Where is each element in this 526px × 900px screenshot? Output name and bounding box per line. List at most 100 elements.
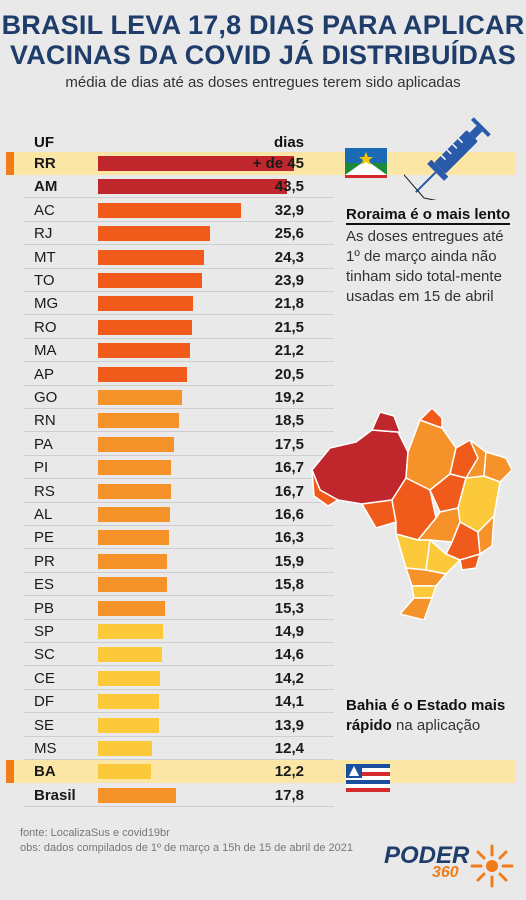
bar-ba bbox=[98, 764, 152, 780]
bar-ap bbox=[98, 366, 188, 382]
bar-df bbox=[98, 694, 160, 710]
value-label: 24,3 bbox=[274, 248, 304, 266]
poder360-logo: PODER 360 bbox=[384, 842, 516, 890]
bar-rr bbox=[98, 156, 294, 171]
uf-label: PA bbox=[34, 435, 53, 453]
value-label: 15,8 bbox=[274, 576, 304, 594]
uf-label: SP bbox=[34, 623, 55, 640]
highlight-marker bbox=[6, 760, 14, 784]
value-label: 18,5 bbox=[274, 412, 304, 430]
uf-label: MS bbox=[34, 740, 57, 757]
obs-text: obs: dados compilados de 1º de março a 1… bbox=[20, 842, 354, 854]
uf-label: TO bbox=[34, 272, 55, 289]
bar-ro bbox=[98, 319, 192, 335]
value-label: 16,7 bbox=[274, 459, 304, 477]
bar-ce bbox=[98, 670, 160, 686]
bar-al bbox=[98, 507, 171, 522]
bar-pr bbox=[98, 553, 168, 569]
title-line-1: BRASIL LEVA 17,8 DIAS PARA APLICAR bbox=[1, 10, 525, 40]
uf-label: GO bbox=[34, 389, 58, 406]
uf-label: MA bbox=[34, 342, 57, 360]
value-label: 12,2 bbox=[274, 763, 304, 781]
uf-label: CE bbox=[34, 669, 55, 687]
value-label: 15,3 bbox=[274, 599, 304, 617]
bar-row-ce: CE 14,2 bbox=[24, 667, 334, 690]
bahia-note-bold: Bahia é o Estado mais rápido bbox=[346, 697, 506, 734]
bar-go bbox=[98, 390, 182, 405]
bar-row-rn: RN 18,5 bbox=[24, 409, 334, 433]
uf-label: Brasil bbox=[34, 786, 76, 804]
value-label: 16,3 bbox=[274, 529, 304, 547]
bar-row-ap: AP 20,5 bbox=[24, 363, 334, 386]
bar-pi bbox=[98, 460, 171, 476]
value-label: 21,8 bbox=[274, 295, 304, 313]
bar-sc bbox=[98, 647, 162, 663]
bar-row-mg: MG 21,8 bbox=[24, 292, 334, 316]
uf-label: SC bbox=[34, 646, 55, 664]
uf-label: AC bbox=[34, 201, 55, 219]
bar-se bbox=[98, 717, 159, 733]
uf-label: DF bbox=[34, 693, 54, 711]
bar-row-pe: PE 16,3 bbox=[24, 526, 334, 550]
bar-row-rj: RJ 25,6 bbox=[24, 222, 334, 246]
source-notes: fonte: LocalizaSus e covid19br obs: dado… bbox=[20, 826, 353, 856]
bar-row-se: SE 13,9 bbox=[24, 714, 334, 737]
syringe-icon bbox=[404, 117, 491, 200]
value-label: 12,4 bbox=[274, 740, 304, 757]
value-label: 17,8 bbox=[274, 786, 304, 804]
value-label: 43,5 bbox=[274, 178, 304, 196]
bar-am bbox=[98, 179, 288, 195]
uf-label: RN bbox=[34, 412, 56, 430]
bar-row-al: AL 16,6 bbox=[24, 503, 334, 526]
bar-row-go: GO 19,2 bbox=[24, 386, 334, 409]
value-label: 15,9 bbox=[274, 552, 304, 570]
bar-row-sc: SC 14,6 bbox=[24, 643, 334, 667]
uf-label: BA bbox=[34, 763, 56, 781]
uf-label: AL bbox=[34, 506, 53, 523]
uf-label: RS bbox=[34, 482, 55, 500]
value-label: 16,7 bbox=[274, 482, 304, 500]
bar-brasil bbox=[98, 787, 176, 803]
bar-row-ba: BA 12,2 bbox=[6, 760, 516, 784]
source-text: fonte: LocalizaSus e covid19br bbox=[20, 827, 170, 839]
bar-pb bbox=[98, 600, 165, 616]
bar-sp bbox=[98, 624, 163, 639]
uf-label: PE bbox=[34, 529, 55, 547]
bar-ms bbox=[98, 741, 152, 756]
bar-row-to: TO 23,9 bbox=[24, 269, 334, 292]
bar-row-rr: RR + de 45 bbox=[6, 152, 516, 175]
bar-row-am: AM 43,5 bbox=[24, 175, 334, 199]
bar-rn bbox=[98, 413, 179, 429]
logo-sub: 360 bbox=[432, 864, 459, 881]
bar-rs bbox=[98, 483, 171, 499]
bar-row-brasil: Brasil 17,8 bbox=[24, 784, 334, 807]
uf-label: AP bbox=[34, 365, 55, 383]
value-label: 21,5 bbox=[274, 318, 304, 336]
value-label: 19,2 bbox=[274, 389, 304, 406]
bar-row-mt: MT 24,3 bbox=[24, 246, 334, 269]
value-label: 25,6 bbox=[274, 225, 304, 243]
roraima-note-body: As doses entregues até 1º de março ainda… bbox=[346, 228, 504, 305]
uf-label: MT bbox=[34, 248, 56, 266]
uf-label: RO bbox=[34, 318, 57, 336]
uf-label: ES bbox=[34, 576, 55, 594]
value-label: 21,2 bbox=[274, 342, 304, 360]
roraima-note-title: Roraima é o mais lento bbox=[346, 206, 511, 225]
roraima-flag-icon bbox=[345, 148, 387, 178]
uf-label: SE bbox=[34, 716, 55, 734]
bar-ac bbox=[98, 202, 242, 218]
value-label: 14,2 bbox=[274, 669, 304, 687]
bahia-flag-icon bbox=[346, 764, 390, 792]
bar-mt bbox=[98, 249, 204, 265]
value-label: 14,9 bbox=[274, 623, 304, 640]
uf-label: PB bbox=[34, 599, 55, 617]
logo-text: PODER bbox=[384, 842, 470, 869]
bahia-note-rest: na aplicação bbox=[391, 717, 481, 734]
bar-rj bbox=[98, 226, 210, 242]
value-label: 20,5 bbox=[274, 365, 304, 383]
uf-label: RJ bbox=[34, 225, 53, 243]
bar-row-ro: RO 21,5 bbox=[24, 316, 334, 339]
bar-mg bbox=[98, 296, 193, 312]
bar-es bbox=[98, 577, 167, 593]
bar-ma bbox=[98, 343, 191, 359]
